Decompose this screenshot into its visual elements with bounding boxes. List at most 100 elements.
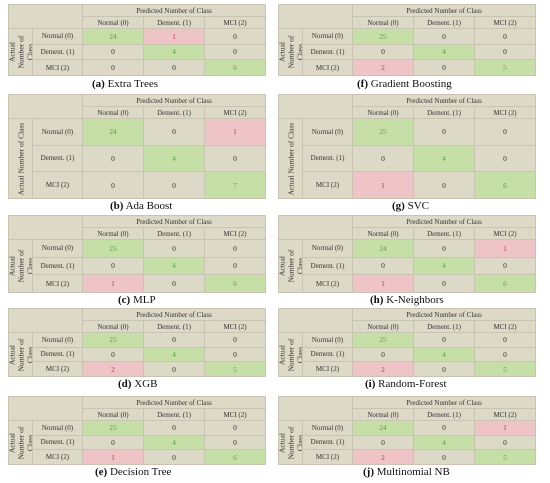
- matrix-row: MCI (2) 1 0 6: [9, 449, 267, 465]
- matrix-cell: 1: [143, 28, 205, 45]
- row-class-label: Dement. (1): [32, 43, 83, 61]
- actual-axis-label-cell: Actual Number of Class: [8, 239, 33, 293]
- row-class-label: Dement. (1): [32, 434, 83, 451]
- row-class-label: Dement. (1): [302, 144, 353, 173]
- matrix-row: Dement. (1) 0 4 0: [279, 256, 537, 276]
- matrix-cell: 4: [143, 256, 205, 276]
- matrix-cell: 25: [352, 332, 414, 348]
- matrix-cell: 0: [143, 171, 205, 199]
- matrix-cell: 0: [203, 434, 267, 451]
- column-class-label: Normal (0): [352, 408, 414, 421]
- caption-letter: (i): [365, 378, 376, 390]
- caption-name: MLP: [132, 294, 156, 306]
- row-class-label: MCI (2): [302, 59, 353, 76]
- panel-caption: (b) Ada Boost: [110, 200, 172, 212]
- matrix-cell: 0: [143, 274, 205, 293]
- actual-axis-label-cell: Actual Number of Class: [278, 239, 303, 293]
- matrix-cell: 4: [413, 144, 475, 173]
- caption-letter: (h): [370, 294, 384, 306]
- matrix-row: MCI (2) 2 0 5: [279, 59, 537, 76]
- predicted-header-row: Predicted Number of Class: [8, 396, 267, 421]
- matrix-cell: 0: [143, 332, 205, 348]
- panel-caption: (h) K-Neighbors: [370, 294, 444, 306]
- matrix-cell: 5: [473, 361, 537, 377]
- row-class-label: Normal (0): [302, 332, 353, 348]
- column-header-row: Normal (0) Dement. (1) MCI (2): [279, 106, 537, 119]
- confusion-matrix-panel: Predicted Number of Class Normal (0) Demen…: [278, 396, 537, 465]
- actual-axis-label-wrap: Actual Number of Class: [10, 120, 32, 198]
- matrix-cell: 0: [82, 346, 144, 363]
- column-class-label: MCI (2): [203, 408, 267, 421]
- confusion-matrix-panel: Predicted Number of Class Normal (0) Demen…: [8, 4, 267, 76]
- matrix-cell: 6: [203, 274, 267, 293]
- matrix-cell: 2: [352, 361, 414, 377]
- actual-axis-label: Actual Number of Class: [8, 338, 33, 371]
- column-header-row: Normal (0) Dement. (1) MCI (2): [279, 227, 537, 240]
- matrix-cell: 4: [413, 346, 475, 363]
- column-class-label: MCI (2): [473, 320, 537, 333]
- column-class-label: Normal (0): [82, 320, 144, 333]
- matrix-cell: 0: [143, 118, 205, 146]
- matrix-cell: 0: [413, 239, 475, 258]
- confusion-matrix-panel: Predicted Number of Class Normal (0) Demen…: [8, 94, 267, 199]
- column-header-row: Normal (0) Dement. (1) MCI (2): [279, 408, 537, 421]
- actual-axis-label-wrap: Actual Number of Class: [278, 30, 303, 75]
- matrix-cell: 0: [413, 118, 475, 146]
- column-class-label: Normal (0): [352, 320, 414, 333]
- matrix-cell: 0: [143, 449, 205, 465]
- matrix-cell: 0: [143, 361, 205, 377]
- actual-axis-label-wrap: Actual Number of Class: [8, 30, 33, 75]
- predicted-axis-label: Predicted Number of Class: [351, 4, 537, 17]
- matrix-cell: 0: [413, 449, 475, 465]
- row-class-label: Normal (0): [302, 239, 353, 258]
- matrix-cell: 0: [413, 59, 475, 76]
- corner-cell: [278, 94, 353, 119]
- confusion-matrix-table: Predicted Number of Class Normal (0) Demen…: [278, 94, 537, 199]
- actual-axis-label-wrap: Actual Number of Class: [280, 120, 302, 198]
- actual-axis-label: Actual Number of Class: [286, 122, 295, 195]
- matrix-row: Actual Number of Class Normal (0) 25 0 0: [8, 420, 267, 465]
- actual-axis-label: Actual Number of Class: [278, 426, 303, 459]
- caption-letter: (a): [92, 78, 105, 90]
- matrix-cell: 0: [203, 28, 267, 45]
- matrix-cell: 0: [473, 256, 537, 276]
- column-class-label: MCI (2): [203, 227, 267, 240]
- predicted-header-row: Predicted Number of Class: [278, 94, 537, 119]
- actual-axis-label: Actual Number of Class: [8, 35, 33, 69]
- column-class-label: MCI (2): [203, 16, 267, 29]
- matrix-cell: 0: [352, 256, 414, 276]
- matrix-cell: 0: [203, 332, 267, 348]
- matrix-row: MCI (2) 0 0 7: [9, 171, 267, 199]
- caption-name: K-Neighbors: [386, 294, 444, 306]
- matrix-cell: 5: [473, 449, 537, 465]
- panel-caption: (a) Extra Trees: [92, 78, 158, 90]
- matrix-row: Actual Number of Class Normal (0) 24 0 1: [278, 239, 537, 293]
- row-class-label: Dement. (1): [302, 346, 353, 363]
- row-class-label: MCI (2): [302, 449, 353, 465]
- actual-axis-label-cell: Actual Number of Class: [8, 332, 33, 377]
- predicted-header-row: Predicted Number of Class: [278, 215, 537, 240]
- matrix-row: MCI (2) 1 0 6: [9, 274, 267, 293]
- actual-axis-label: Actual Number of Class: [278, 35, 303, 69]
- matrix-cell: 0: [82, 43, 144, 61]
- matrix-cell: 24: [352, 420, 414, 436]
- column-class-label: MCI (2): [473, 227, 537, 240]
- caption-name: Ada Boost: [125, 200, 173, 212]
- confusion-matrix-table: Predicted Number of Class Normal (0) Demen…: [8, 308, 267, 377]
- matrix-cell: 2: [82, 361, 144, 377]
- panel-caption: (i) Random-Forest: [365, 378, 447, 390]
- matrix-cell: 5: [473, 59, 537, 76]
- predicted-axis-label: Predicted Number of Class: [351, 308, 537, 321]
- matrix-row: Actual Number of Class Normal (0) 24 0 1: [8, 118, 267, 199]
- row-class-label: MCI (2): [32, 449, 83, 465]
- column-class-label: Dement. (1): [143, 106, 205, 119]
- matrix-cell: 0: [473, 118, 537, 146]
- confusion-matrix-table: Predicted Number of Class Normal (0) Demen…: [278, 396, 537, 465]
- matrix-cell: 0: [413, 274, 475, 293]
- matrix-row: Actual Number of Class Normal (0) 25 0 0: [278, 118, 537, 199]
- predicted-header-row: Predicted Number of Class: [278, 308, 537, 333]
- caption-letter: (j): [363, 466, 374, 478]
- predicted-header-row: Predicted Number of Class: [8, 4, 267, 29]
- predicted-header-row: Predicted Number of Class: [278, 4, 537, 29]
- caption-name: Gradient Boosting: [370, 78, 452, 90]
